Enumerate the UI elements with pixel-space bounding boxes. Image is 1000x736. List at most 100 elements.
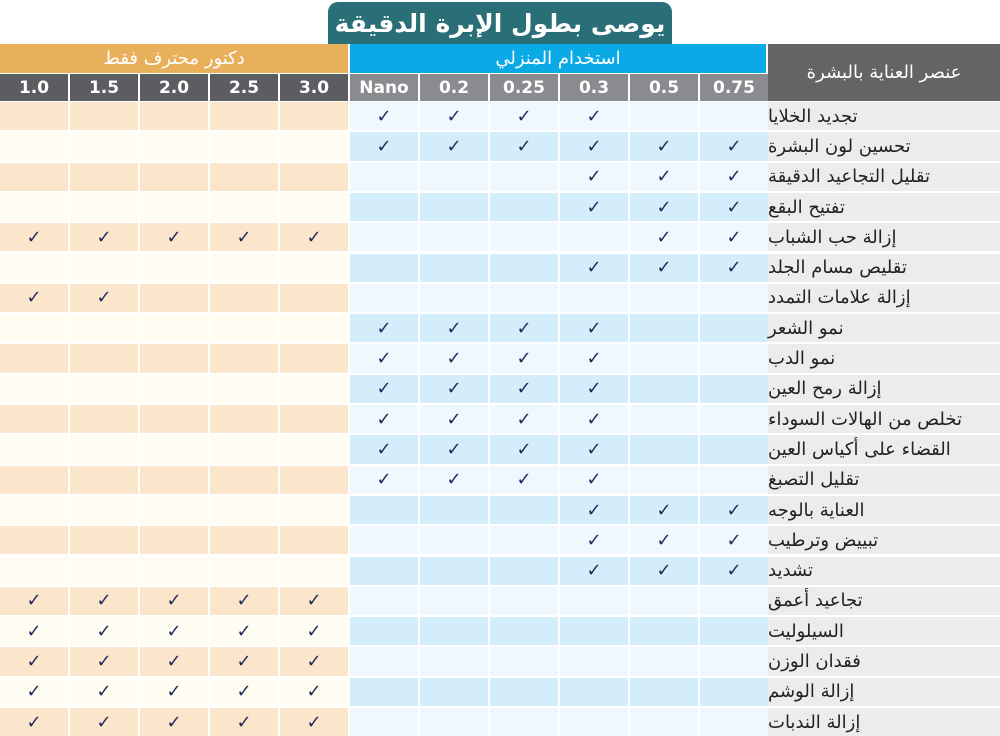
check-icon: ✓ — [560, 495, 628, 525]
table-cell — [0, 132, 68, 161]
table-cell — [700, 435, 768, 464]
table-cell — [70, 435, 138, 464]
table-cell — [0, 344, 68, 373]
table-cell — [630, 465, 698, 494]
table-cell — [420, 556, 488, 585]
table-cell — [280, 192, 348, 222]
table-cell — [350, 708, 418, 736]
table-cell — [280, 435, 348, 464]
check-icon: ✓ — [350, 435, 418, 464]
table-cell — [700, 617, 768, 646]
check-icon: ✓ — [70, 617, 138, 646]
check-icon: ✓ — [630, 556, 698, 585]
check-icon: ✓ — [700, 526, 768, 555]
check-icon: ✓ — [630, 495, 698, 525]
table-cell — [140, 314, 208, 343]
table-cell — [140, 465, 208, 494]
check-icon: ✓ — [210, 708, 278, 736]
check-icon: ✓ — [210, 647, 278, 676]
table-cell — [350, 556, 418, 585]
table-cell — [630, 102, 698, 131]
table-cell — [350, 586, 418, 616]
check-icon: ✓ — [490, 102, 558, 131]
table-cell — [420, 253, 488, 282]
table-cell — [350, 647, 418, 676]
check-icon: ✓ — [350, 465, 418, 494]
table-cell — [560, 223, 628, 252]
table-cell — [210, 102, 278, 131]
table-cell — [280, 344, 348, 373]
table-cell — [350, 223, 418, 252]
row-label: تخلص من الهالات السوداء — [768, 405, 1000, 434]
table-cell — [70, 132, 138, 161]
column-header: 2.5 — [210, 74, 278, 101]
table-cell — [140, 102, 208, 131]
row-label: إزالة الوشم — [768, 677, 1000, 706]
row-label: تفتيح البقع — [768, 192, 1000, 222]
table-cell — [280, 374, 348, 403]
table-cell — [0, 162, 68, 191]
check-icon: ✓ — [560, 253, 628, 282]
table-cell — [490, 617, 558, 646]
column-header: 0.3 — [560, 74, 628, 101]
table-cell — [0, 465, 68, 494]
table-cell — [210, 283, 278, 313]
column-header: 0.2 — [420, 74, 488, 101]
row-label: تقليص مسام الجلد — [768, 253, 1000, 282]
table-cell — [630, 586, 698, 616]
table-cell — [140, 495, 208, 525]
table-cell — [700, 465, 768, 494]
check-icon: ✓ — [280, 617, 348, 646]
check-icon: ✓ — [630, 132, 698, 161]
table-cell — [490, 192, 558, 222]
check-icon: ✓ — [560, 526, 628, 555]
check-icon: ✓ — [420, 465, 488, 494]
table-cell — [0, 526, 68, 555]
table-cell — [700, 374, 768, 403]
table-cell — [140, 374, 208, 403]
table-cell — [560, 586, 628, 616]
check-icon: ✓ — [420, 102, 488, 131]
row-label: فقدان الوزن — [768, 647, 1000, 676]
table-cell — [280, 314, 348, 343]
row-label: تحسين لون البشرة — [768, 132, 1000, 161]
table-cell — [700, 283, 768, 313]
table-cell — [630, 617, 698, 646]
table-cell — [630, 344, 698, 373]
table-cell — [210, 374, 278, 403]
check-icon: ✓ — [350, 344, 418, 373]
table-cell — [420, 617, 488, 646]
check-icon: ✓ — [140, 223, 208, 252]
table-cell — [210, 192, 278, 222]
check-icon: ✓ — [350, 314, 418, 343]
table-cell — [490, 586, 558, 616]
check-icon: ✓ — [140, 617, 208, 646]
table-cell — [70, 374, 138, 403]
table-cell — [210, 405, 278, 434]
table-cell — [210, 253, 278, 282]
table-cell — [210, 556, 278, 585]
table-cell — [630, 283, 698, 313]
check-icon: ✓ — [490, 465, 558, 494]
check-icon: ✓ — [0, 647, 68, 676]
table-cell — [210, 132, 278, 161]
check-icon: ✓ — [630, 192, 698, 222]
table-cell — [350, 283, 418, 313]
table-cell — [140, 344, 208, 373]
table-cell — [280, 405, 348, 434]
table-cell — [350, 526, 418, 555]
table-cell — [140, 162, 208, 191]
check-icon: ✓ — [700, 223, 768, 252]
column-header: 0.25 — [490, 74, 558, 101]
table-cell — [490, 526, 558, 555]
check-icon: ✓ — [70, 586, 138, 616]
table-cell — [210, 526, 278, 555]
table-cell — [490, 283, 558, 313]
table-cell — [490, 253, 558, 282]
check-icon: ✓ — [490, 374, 558, 403]
check-icon: ✓ — [0, 677, 68, 706]
table-cell — [560, 283, 628, 313]
table-cell — [140, 435, 208, 464]
table-cell — [210, 435, 278, 464]
check-icon: ✓ — [210, 586, 278, 616]
